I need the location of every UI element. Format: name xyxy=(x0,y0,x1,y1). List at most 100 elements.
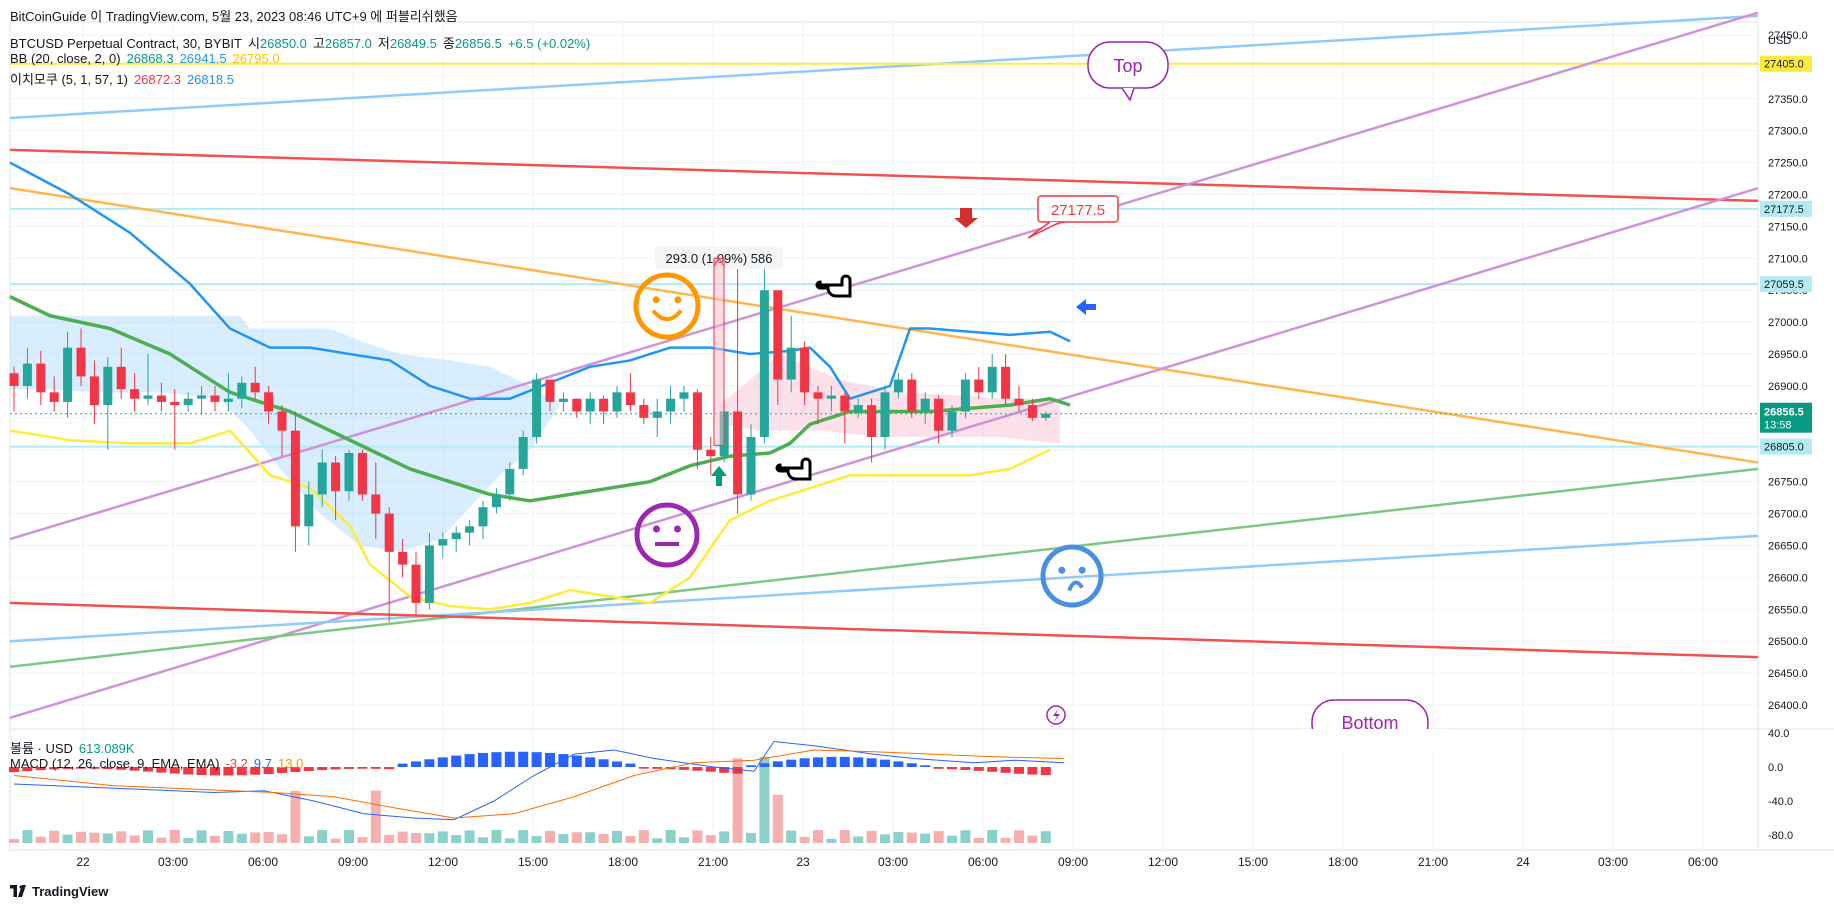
candle-body[interactable] xyxy=(840,395,850,412)
candle-body[interactable] xyxy=(518,437,528,469)
candle-body[interactable] xyxy=(424,545,434,603)
candle-body[interactable] xyxy=(1001,366,1011,399)
pointing-hand-icon-2[interactable] xyxy=(775,457,812,481)
trend-line-green[interactable] xyxy=(9,467,1759,668)
confused-face-icon[interactable] xyxy=(1040,544,1104,608)
candle-body[interactable] xyxy=(210,395,220,402)
candle-body[interactable] xyxy=(706,449,716,457)
candle-body[interactable] xyxy=(826,395,836,399)
candle-body[interactable] xyxy=(264,392,274,412)
candle-body[interactable] xyxy=(197,395,207,399)
trend-line-purple-lower[interactable] xyxy=(9,186,1759,719)
candle-body[interactable] xyxy=(987,366,997,393)
candle-body[interactable] xyxy=(36,363,46,393)
candle-body[interactable] xyxy=(759,290,769,437)
candle-body[interactable] xyxy=(223,398,233,402)
candle-body[interactable] xyxy=(317,462,327,495)
candle-body[interactable] xyxy=(558,398,568,402)
candle-body[interactable] xyxy=(183,398,193,406)
candle-body[interactable] xyxy=(880,392,890,437)
trend-line-red-lower[interactable] xyxy=(9,601,1759,659)
candle-body[interactable] xyxy=(398,551,408,565)
ichimoku-legend[interactable]: 이치모쿠 (5, 1, 57, 1) 26872.3 26818.5 xyxy=(10,69,240,88)
candle-body[interactable] xyxy=(277,411,287,431)
candle-body[interactable] xyxy=(599,398,609,412)
candle-body[interactable] xyxy=(947,411,957,431)
candle-body[interactable] xyxy=(22,363,32,386)
candle-body[interactable] xyxy=(867,405,877,437)
candle-body[interactable] xyxy=(545,379,555,402)
candle-body[interactable] xyxy=(505,468,515,495)
pointing-hand-icon-1[interactable] xyxy=(815,274,852,298)
candle-body[interactable] xyxy=(116,366,126,390)
candle-body[interactable] xyxy=(103,366,113,406)
candle-body[interactable] xyxy=(974,379,984,393)
candle-body[interactable] xyxy=(491,494,501,508)
macd-legend[interactable]: MACD (12, 26, close, 9, EMA, EMA) -3.2 9.7… xyxy=(10,756,309,771)
trend-line-red-upper[interactable] xyxy=(9,148,1759,203)
trend-line-blue-lower[interactable] xyxy=(9,534,1759,643)
candle-body[interactable] xyxy=(532,379,542,437)
candle-body[interactable] xyxy=(893,379,903,393)
candle-body[interactable] xyxy=(907,379,917,412)
candle-body[interactable] xyxy=(773,290,783,380)
happy-face-icon[interactable] xyxy=(633,272,701,340)
candle-body[interactable] xyxy=(1027,405,1037,418)
trend-line-blue-upper[interactable] xyxy=(9,14,1759,120)
candle-body[interactable] xyxy=(49,392,59,402)
tradingview-footer[interactable]: TradingView xyxy=(10,884,108,899)
candle-body[interactable] xyxy=(331,462,341,492)
candle-body[interactable] xyxy=(800,347,810,393)
candle-body[interactable] xyxy=(344,452,354,492)
down-arrow-icon[interactable] xyxy=(954,208,978,228)
candle-body[interactable] xyxy=(9,373,19,386)
candle-body[interactable] xyxy=(130,389,140,399)
candle-body[interactable] xyxy=(1041,413,1051,418)
candle-body[interactable] xyxy=(156,395,166,402)
candle-body[interactable] xyxy=(786,347,796,380)
candle-body[interactable] xyxy=(237,382,247,399)
candle-body[interactable] xyxy=(170,401,180,406)
symbol-legend[interactable]: BTCUSD Perpetual Contract, 30, BYBIT 시268… xyxy=(10,33,596,52)
trend-line-orange[interactable] xyxy=(9,186,1759,464)
candle-body[interactable] xyxy=(639,405,649,418)
candle-body[interactable] xyxy=(853,405,863,412)
neutral-face-icon[interactable] xyxy=(634,502,700,568)
bb-legend[interactable]: BB (20, close, 2, 0) 26868.3 26941.5 26795.… xyxy=(10,51,286,66)
price-callout-box[interactable] xyxy=(1037,195,1119,223)
candle-body[interactable] xyxy=(63,347,73,402)
candle-body[interactable] xyxy=(733,411,743,495)
candle-body[interactable] xyxy=(666,398,676,412)
trend-line-purple-upper[interactable] xyxy=(9,11,1759,541)
candle-body[interactable] xyxy=(290,430,300,527)
candle-body[interactable] xyxy=(304,494,314,527)
left-arrow-icon[interactable] xyxy=(1076,299,1096,315)
candle-body[interactable] xyxy=(572,398,582,412)
candle-body[interactable] xyxy=(1014,398,1024,406)
volume-legend[interactable]: 볼륨 · USD 613.089K xyxy=(10,738,141,757)
candle-body[interactable] xyxy=(652,411,662,418)
candle-body[interactable] xyxy=(960,379,970,412)
up-arrow-icon[interactable] xyxy=(711,466,727,486)
candle-body[interactable] xyxy=(920,398,930,412)
candle-body[interactable] xyxy=(465,526,475,533)
candle-body[interactable] xyxy=(384,513,394,552)
candle-body[interactable] xyxy=(357,452,367,495)
candle-body[interactable] xyxy=(692,392,702,450)
candle-body[interactable] xyxy=(934,398,944,431)
candle-body[interactable] xyxy=(371,494,381,514)
candle-body[interactable] xyxy=(89,376,99,406)
candle-body[interactable] xyxy=(679,392,689,399)
candle-body[interactable] xyxy=(250,382,260,393)
candle-body[interactable] xyxy=(585,398,595,412)
candle-body[interactable] xyxy=(625,392,635,406)
candle-body[interactable] xyxy=(813,392,823,399)
measure-range[interactable] xyxy=(713,257,725,446)
candle-body[interactable] xyxy=(411,564,421,603)
candle-body[interactable] xyxy=(612,392,622,412)
candle-body[interactable] xyxy=(478,507,488,527)
candle-body[interactable] xyxy=(76,347,86,377)
candle-body[interactable] xyxy=(451,532,461,540)
candle-body[interactable] xyxy=(746,437,756,495)
